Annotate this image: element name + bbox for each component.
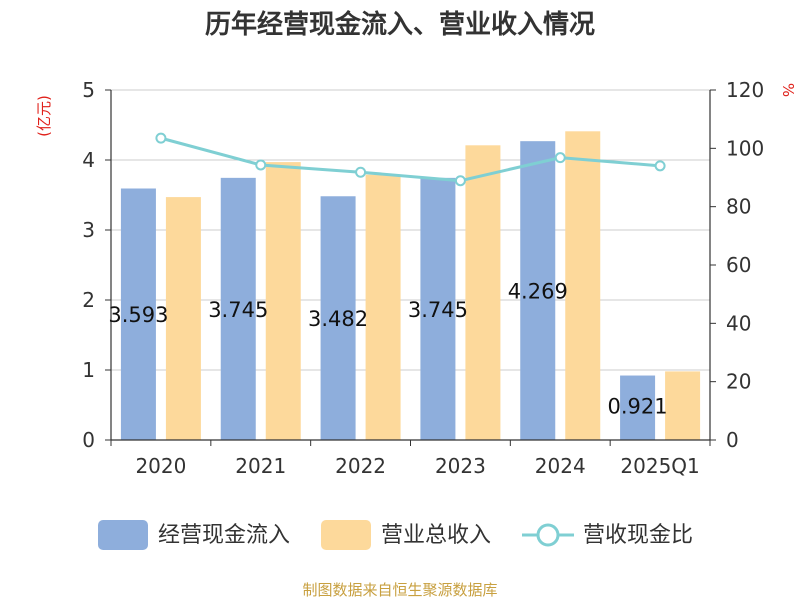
ratio-line-layer — [155, 132, 666, 187]
data-label-2023: 3.745 — [408, 298, 468, 322]
ratio-line — [160, 136, 661, 183]
x-tick-label: 2024 — [535, 454, 586, 478]
bar-revenue-2022 — [365, 174, 401, 440]
left-tick-label: 1 — [82, 358, 95, 382]
right-tick-label: 100 — [726, 136, 764, 160]
bars — [120, 131, 701, 441]
ratio-point-2025Q1 — [654, 160, 666, 172]
axes: 0 1 2 3 4 5 0 20 40 60 80 100 120 2020 2021 2022 2023 202… — [82, 78, 764, 478]
data-label-2022: 3.482 — [308, 307, 368, 331]
right-tick-label: 60 — [726, 253, 751, 277]
right-tick-label: 40 — [726, 311, 751, 335]
legend-item-cash-inflow[interactable]: 经营现金流入 — [98, 520, 290, 550]
bar-cash-inflow-2023 — [420, 177, 456, 440]
ratio-point-2023 — [454, 175, 466, 187]
left-tick-label: 3 — [82, 218, 95, 242]
legend-item-revenue[interactable]: 营业总收入 — [321, 520, 491, 550]
x-tick-label: 2025Q1 — [620, 454, 699, 478]
right-tick-label: 80 — [726, 195, 751, 219]
x-tick-label: 2022 — [335, 454, 386, 478]
ratio-point-2022 — [355, 166, 367, 178]
data-label-2021: 3.745 — [208, 298, 268, 322]
x-tick-label: 2020 — [135, 454, 186, 478]
bar-cash-inflow-2024 — [520, 141, 556, 441]
right-tick-label: 20 — [726, 370, 751, 394]
left-tick-label: 5 — [82, 78, 95, 102]
ratio-point-2024 — [554, 152, 566, 164]
left-axis-unit: (亿元) — [35, 95, 53, 137]
left-tick-label: 2 — [82, 288, 95, 312]
data-label-2024: 4.269 — [508, 280, 568, 304]
ratio-point-2021 — [255, 159, 267, 171]
chart-title: 历年经营现金流入、营业收入情况 — [205, 9, 595, 40]
left-tick-label: 0 — [82, 428, 95, 452]
source-note: 制图数据来自恒生聚源数据库 — [302, 581, 497, 599]
right-tick-label: 120 — [726, 78, 764, 102]
x-tick-label: 2021 — [235, 454, 286, 478]
legend-label-cash-ratio: 营收现金比 — [583, 523, 693, 548]
gridlines — [111, 89, 710, 371]
legend-marker-cash-ratio — [536, 523, 560, 547]
right-tick-label: 0 — [726, 428, 739, 452]
bar-revenue-2023 — [465, 145, 501, 441]
bar-cash-inflow-2022 — [320, 196, 356, 440]
data-labels: 3.593 3.745 3.482 3.745 4.269 0.921 — [108, 280, 667, 419]
legend-swatch-revenue — [321, 520, 371, 550]
x-tick-label: 2023 — [435, 454, 486, 478]
bar-revenue-2020 — [165, 197, 201, 440]
legend: 经营现金流入 营业总收入 营收现金比 — [98, 520, 693, 550]
left-tick-label: 4 — [82, 148, 95, 172]
bar-revenue-2025Q1 — [665, 371, 701, 440]
bar-revenue-2021 — [265, 162, 301, 440]
bar-cash-inflow-2021 — [220, 177, 256, 440]
bar-revenue-2024 — [565, 131, 601, 441]
right-axis-unit: % — [779, 83, 797, 97]
legend-label-revenue: 营业总收入 — [381, 523, 491, 548]
bar-cash-inflow-2020 — [120, 188, 156, 440]
legend-swatch-cash-inflow — [98, 520, 148, 550]
ratio-point-2020 — [155, 132, 167, 144]
bar-cash-inflow-2025Q1 — [620, 375, 656, 440]
data-label-2025Q1: 0.921 — [608, 395, 668, 419]
legend-label-cash-inflow: 经营现金流入 — [158, 523, 290, 548]
legend-item-cash-ratio[interactable]: 营收现金比 — [522, 523, 693, 548]
data-label-2020: 3.593 — [108, 303, 168, 327]
